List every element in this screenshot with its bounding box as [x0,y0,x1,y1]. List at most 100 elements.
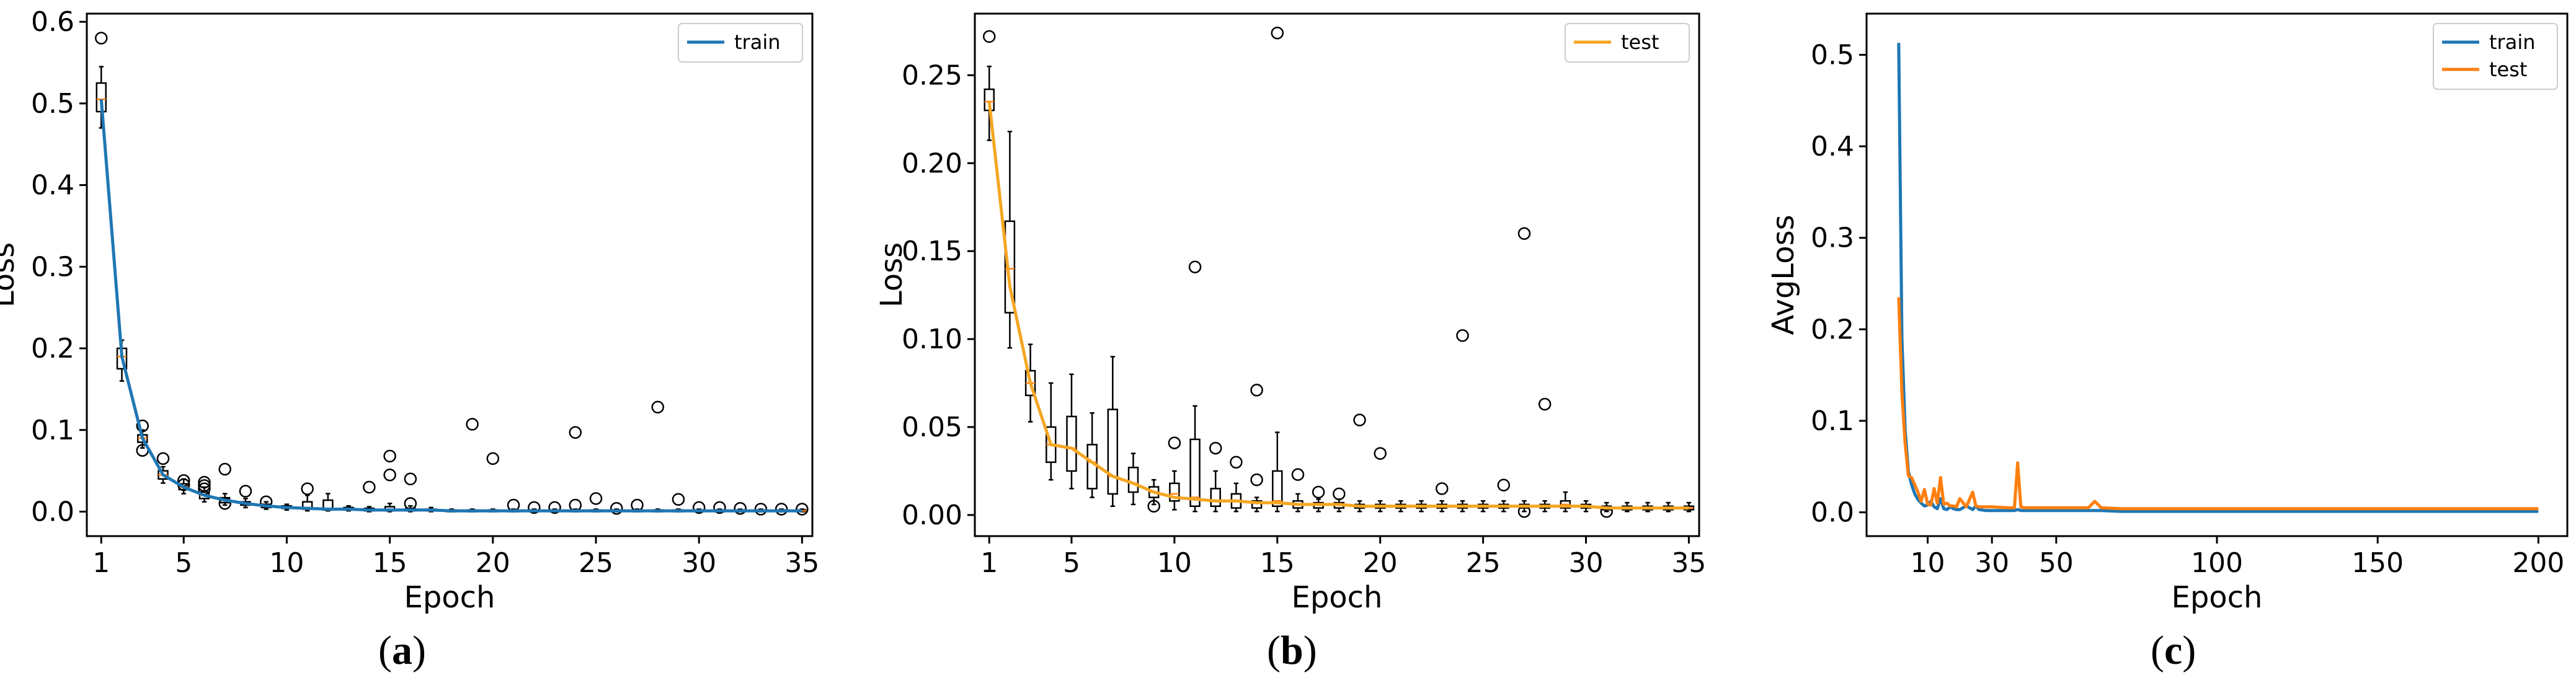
x-tick-label: 5 [175,547,192,579]
x-tick-label: 100 [2191,547,2243,579]
box-epoch-15 [1272,431,1283,513]
x-tick-label: 10 [269,547,304,579]
box-epoch-5 [1066,373,1077,490]
outlier-point [672,493,685,506]
outlier-point [198,479,211,492]
legend-frame [2433,23,2558,90]
series-line-test [987,101,1689,510]
x-tick-label: 1 [92,547,110,579]
outlier-point [610,501,623,515]
y-axis-label: Loss [0,242,21,307]
outlier-point [589,492,603,505]
y-tick-label: 0.5 [31,88,74,120]
outlier-point [1538,397,1552,411]
outlier-point [1353,413,1366,426]
y-tick-label: 0.4 [31,170,74,201]
x-axis-label: Epoch [2172,580,2263,615]
y-tick-label: 0.10 [902,324,962,355]
y-tick-label: 0.05 [902,412,962,443]
y-tick-label: 0.4 [1811,131,1854,162]
outlier-point [651,400,664,414]
legend: train test [2433,23,2558,90]
box-epoch-13 [1230,482,1242,513]
x-tick-label: 35 [784,547,819,579]
y-tick-label: 0.1 [31,415,74,446]
box-iqr [1107,408,1119,495]
x-tick-label: 5 [1063,547,1080,579]
x-axis-label: Epoch [1292,580,1383,615]
outlier-point [383,468,396,482]
box-epoch-12 [1210,470,1221,513]
series-line-test [1897,297,2539,511]
y-axis-label: AvgLoss [1766,214,1801,335]
outlier-point [1312,485,1325,499]
box-iqr [1189,438,1201,507]
caption-b: (b) [1267,628,1317,673]
outlier-point [1333,487,1346,501]
outlier-point [218,462,231,476]
outlier-point [754,503,768,516]
y-axis-label: Loss [874,242,909,307]
box-iqr [1086,444,1098,490]
x-tick-label: 20 [476,547,510,579]
x-tick-label: 10 [1910,547,1945,579]
outlier-point [301,482,314,495]
outlier-point [692,501,706,514]
y-tick-label: 0.00 [902,500,962,531]
y-tick-label: 0.1 [1811,405,1854,437]
outlier-point [569,426,582,439]
outlier-point [239,485,252,498]
outlier-point [486,452,500,465]
outlier-point [404,472,417,486]
y-tick-label: 0.15 [902,236,962,267]
outlier-point [383,449,396,463]
x-tick-label: 150 [2352,547,2404,579]
caption-c: (c) [2151,628,2196,673]
outlier-point [363,480,376,494]
y-tick-label: 0.0 [31,496,74,527]
box-epoch-29 [1560,491,1571,513]
x-tick-label: 15 [1260,547,1295,579]
y-tick-label: 0.25 [902,59,962,91]
chart-b: 1 5 10 15 20 25 30 350.000.050.100.150.200.25Ep… [874,12,1706,615]
x-tick-label: 25 [579,547,613,579]
legend-label-test: test [1621,30,1659,54]
box-epoch-10 [1169,470,1180,511]
y-tick-label: 0.5 [1811,39,1854,71]
outlier-point [796,503,809,516]
x-tick-label: 30 [1569,547,1604,579]
outlier-point [548,501,561,514]
box-iqr [1127,467,1139,493]
outlier-point [1250,384,1263,397]
box-epoch-1 [95,66,107,129]
x-tick-label: 200 [2512,547,2564,579]
outlier-point [1291,468,1305,481]
y-tick-label: 0.0 [1811,497,1854,529]
box-epoch-8 [1127,452,1139,506]
outlier-point [982,30,996,43]
x-tick-label: 15 [373,547,407,579]
box-epoch-11 [1189,405,1201,513]
outlier-point [1600,505,1613,518]
y-tick-label: 0.20 [902,148,962,179]
outlier-point [198,475,211,489]
legend: train [678,23,803,63]
x-axis-label: Epoch [404,580,495,615]
outlier-point [528,501,541,514]
box-iqr [1272,470,1283,507]
y-tick-label: 0.2 [1811,314,1854,345]
caption-a: (a) [378,628,426,673]
y-tick-label: 0.6 [31,6,74,38]
outlier-point [1230,456,1243,469]
box-epoch-14 [1251,496,1263,513]
x-tick-label: 20 [1363,547,1398,579]
box-iqr [1066,415,1077,472]
chart-c: 10 30 50 100 150 200 0.0 0.1 0.2 0.3 0.4 0.5 Epoch Av… [1766,12,2569,615]
outlier-point [136,419,149,433]
outlier-point [1374,447,1387,460]
box-epoch-7 [1107,356,1119,507]
outlier-point [1188,260,1202,273]
legend: test [1565,23,1690,63]
outlier-point [1147,500,1160,513]
